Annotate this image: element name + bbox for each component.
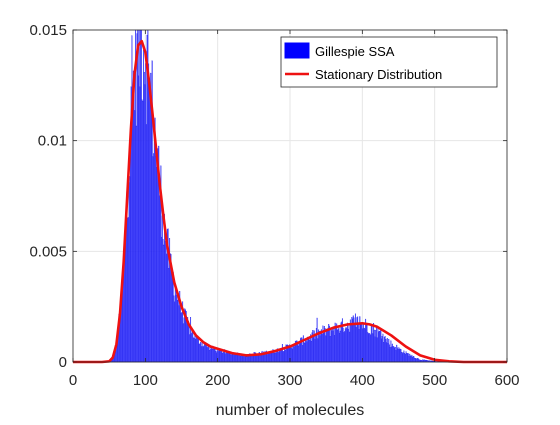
x-axis-label: number of molecules xyxy=(216,402,365,419)
y-tick-label: 0 xyxy=(59,354,67,371)
y-tick-label: 0.005 xyxy=(29,243,67,260)
x-tick-label: 600 xyxy=(494,372,519,389)
y-tick-label: 0.015 xyxy=(29,22,67,39)
y-tick-label: 0.01 xyxy=(38,133,67,150)
x-tick-label: 0 xyxy=(69,372,77,389)
legend-label-gillespie: Gillespie SSA xyxy=(315,44,395,59)
x-tick-label: 400 xyxy=(350,372,375,389)
legend-swatch-gillespie xyxy=(285,43,309,58)
legend: Gillespie SSA Stationary Distribution xyxy=(281,37,497,87)
x-tick-label: 500 xyxy=(422,372,447,389)
x-tick-label: 200 xyxy=(205,372,230,389)
legend-label-stationary: Stationary Distribution xyxy=(315,67,442,82)
x-tick-label: 300 xyxy=(277,372,302,389)
x-tick-label: 100 xyxy=(133,372,158,389)
